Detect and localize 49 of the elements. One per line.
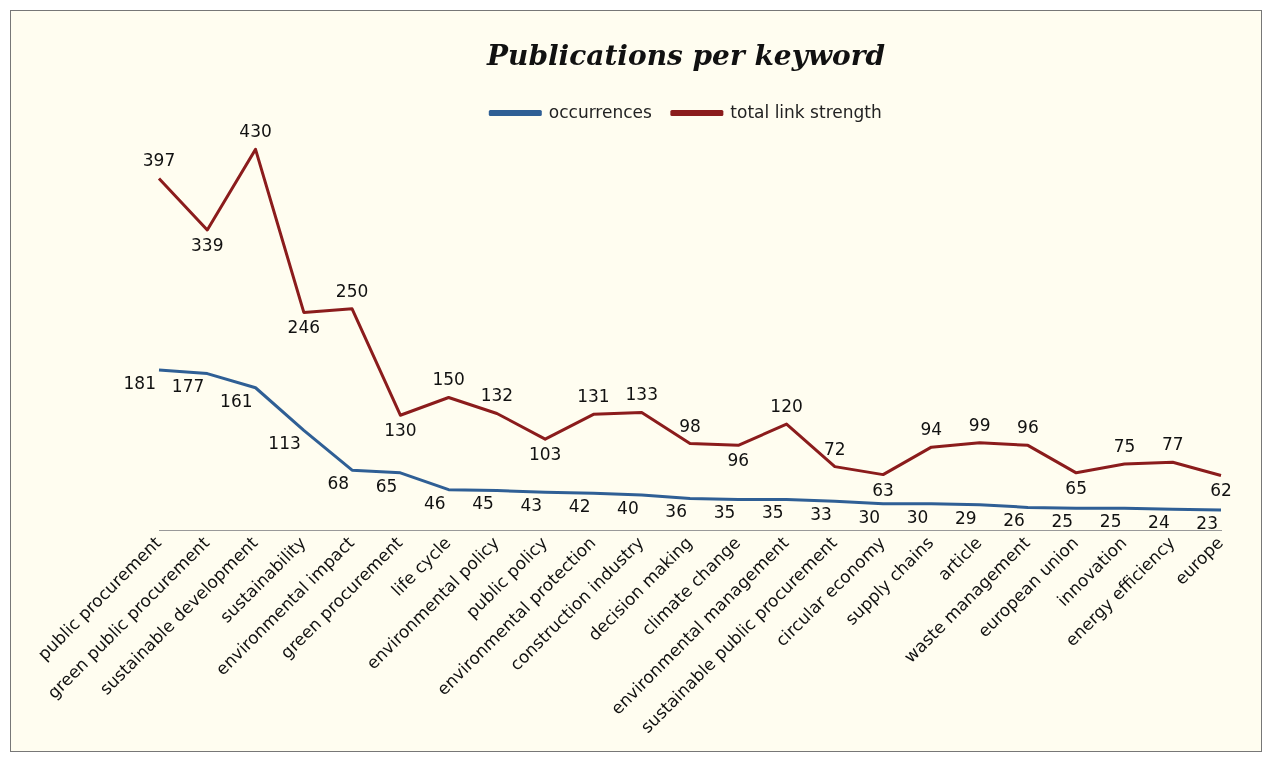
data-label: 77 bbox=[1161, 434, 1184, 455]
data-label: 181 bbox=[123, 372, 156, 393]
data-label: 430 bbox=[239, 121, 272, 142]
data-label: 103 bbox=[528, 444, 562, 465]
data-label: 24 bbox=[1148, 512, 1170, 533]
data-label: 133 bbox=[625, 384, 658, 405]
data-label: 130 bbox=[384, 420, 417, 441]
data-label: 98 bbox=[679, 415, 701, 436]
data-label: 65 bbox=[375, 475, 398, 496]
data-label: 99 bbox=[968, 414, 991, 435]
data-label: 132 bbox=[480, 385, 514, 406]
data-label: 43 bbox=[520, 495, 543, 516]
data-label: 36 bbox=[665, 501, 687, 522]
data-label: 96 bbox=[727, 450, 750, 471]
data-label: 113 bbox=[268, 433, 301, 454]
data-label: 65 bbox=[1065, 477, 1087, 498]
legend-label: total link strength bbox=[730, 101, 882, 122]
data-label: 40 bbox=[617, 497, 639, 518]
data-label: 96 bbox=[1017, 417, 1039, 438]
legend-label: occurrences bbox=[548, 101, 652, 122]
data-label: 177 bbox=[171, 376, 205, 397]
data-label: 94 bbox=[920, 419, 943, 440]
data-label: 26 bbox=[1003, 510, 1025, 531]
data-label: 397 bbox=[142, 150, 176, 171]
data-label: 25 bbox=[1051, 511, 1074, 532]
data-label: 35 bbox=[761, 502, 784, 523]
data-label: 35 bbox=[713, 502, 736, 523]
data-label: 246 bbox=[287, 317, 321, 338]
data-label: 131 bbox=[577, 386, 610, 407]
data-label: 42 bbox=[568, 496, 591, 517]
data-label: 120 bbox=[770, 396, 803, 417]
data-label: 63 bbox=[872, 479, 894, 500]
data-label: 30 bbox=[906, 506, 929, 527]
data-label: 75 bbox=[1113, 435, 1136, 456]
data-label: 30 bbox=[858, 506, 881, 527]
data-label: 72 bbox=[824, 438, 846, 459]
data-label: 46 bbox=[424, 492, 446, 513]
data-label: 339 bbox=[191, 234, 224, 255]
data-label: 33 bbox=[810, 504, 832, 525]
data-label: 45 bbox=[472, 493, 494, 514]
data-label: 250 bbox=[335, 280, 369, 301]
data-label: 25 bbox=[1099, 511, 1122, 532]
data-label: 68 bbox=[327, 473, 350, 494]
data-label: 23 bbox=[1196, 512, 1218, 533]
data-label: 150 bbox=[432, 369, 465, 390]
data-label: 161 bbox=[220, 390, 253, 411]
data-label: 62 bbox=[1210, 480, 1232, 501]
data-label: 29 bbox=[955, 507, 977, 528]
chart-title: Publications per keyword bbox=[485, 39, 886, 73]
